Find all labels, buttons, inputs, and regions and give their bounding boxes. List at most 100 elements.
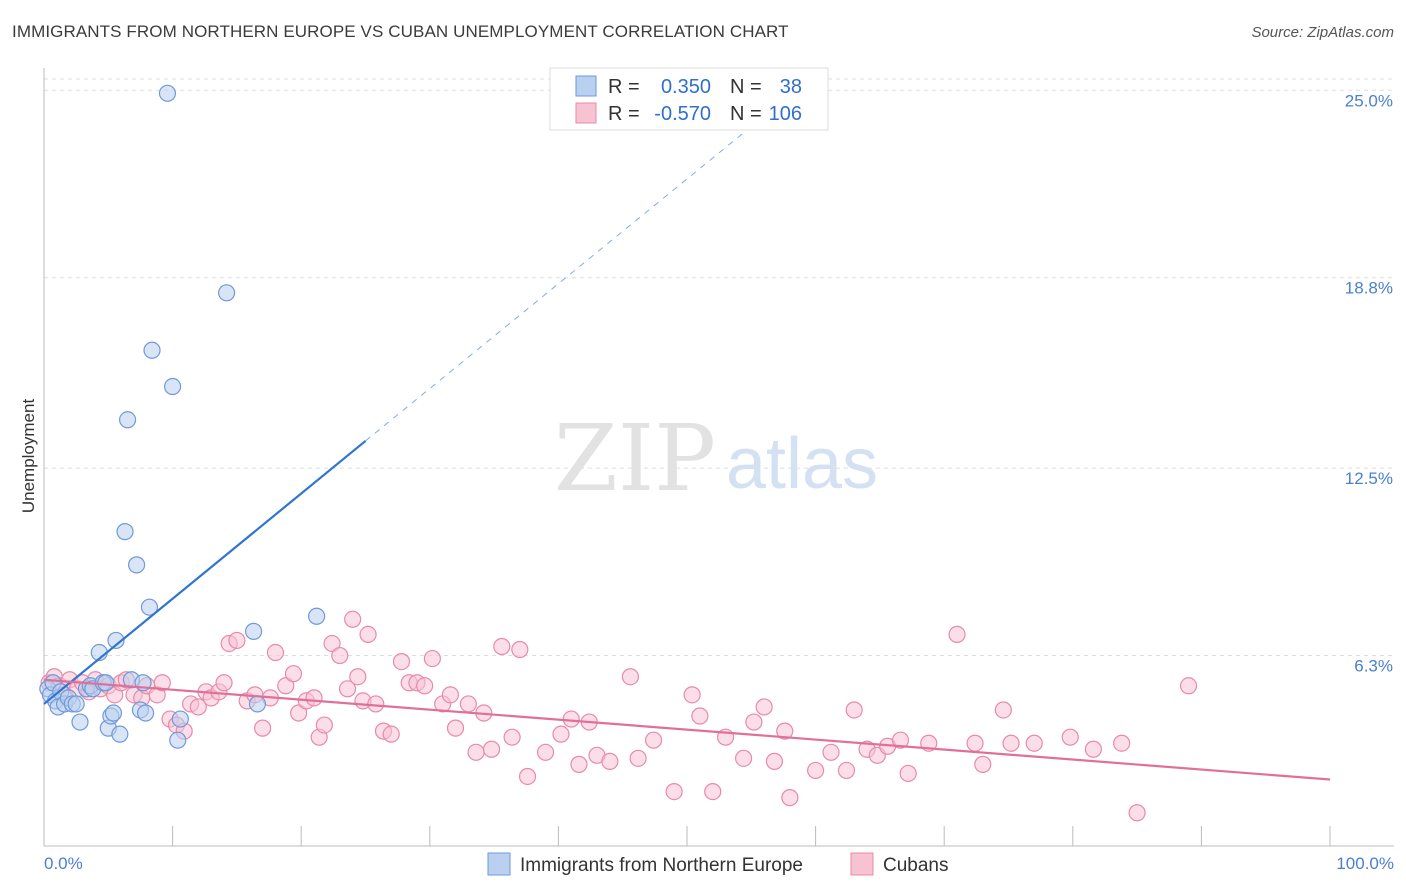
cubans-point bbox=[1113, 734, 1131, 752]
cubans-point bbox=[1128, 804, 1146, 822]
cubans-point bbox=[621, 668, 640, 686]
bottom-legend-swatch-blue bbox=[487, 852, 511, 876]
northern-europe-point bbox=[171, 710, 189, 728]
cubans-point bbox=[536, 743, 555, 761]
cubans-point bbox=[277, 677, 295, 695]
legend-swatch-pink bbox=[575, 102, 597, 124]
cubans-point bbox=[189, 698, 207, 716]
cubans-point bbox=[994, 701, 1012, 719]
northern-europe-trendline bbox=[43, 440, 367, 705]
legend-r-value-2: -0.570 bbox=[654, 103, 711, 125]
cubans-point bbox=[382, 725, 400, 743]
x-tick-label-min: 0.0% bbox=[44, 854, 83, 873]
cubans-point bbox=[845, 701, 863, 719]
cubans-point bbox=[284, 665, 303, 683]
cubans-point bbox=[966, 734, 984, 752]
cubans-point bbox=[570, 755, 588, 773]
cubans-point bbox=[367, 695, 385, 713]
cubans-point bbox=[503, 728, 521, 746]
watermark-atlas: atlas bbox=[726, 424, 878, 504]
cubans-point bbox=[806, 761, 825, 780]
bottom-legend-label-blue: Immigrants from Northern Europe bbox=[520, 855, 803, 876]
x-ticks bbox=[43, 826, 1331, 846]
cubans-point bbox=[704, 782, 722, 801]
cubans-point bbox=[349, 668, 367, 686]
y-tick-labels: 6.3% 12.5% 18.8% 25.0% bbox=[1345, 91, 1393, 675]
northern-europe-point bbox=[140, 598, 159, 616]
northern-europe-points bbox=[39, 84, 326, 749]
northern-europe-point bbox=[158, 84, 177, 102]
cubans-point bbox=[734, 749, 753, 767]
cubans-point bbox=[518, 767, 537, 786]
correlation-legend: R = 0.350 N = 38 R = -0.570 N = 106 bbox=[549, 67, 829, 131]
northern-europe-point bbox=[308, 607, 326, 625]
cubans-point bbox=[254, 719, 272, 737]
northern-europe-point bbox=[136, 704, 155, 722]
legend-n-label-2: N = bbox=[730, 103, 762, 125]
legend-n-label-1: N = bbox=[730, 76, 762, 98]
cubans-point bbox=[331, 646, 349, 665]
cubans-point bbox=[691, 707, 709, 725]
cubans-point bbox=[459, 695, 477, 713]
cubans-point bbox=[511, 640, 529, 659]
cubans-point bbox=[629, 749, 647, 767]
y-tick-label: 6.3% bbox=[1354, 657, 1393, 676]
cubans-point bbox=[482, 740, 501, 758]
cubans-point bbox=[315, 716, 333, 734]
watermark-zip: ZIP bbox=[554, 405, 716, 512]
cubans-point bbox=[228, 631, 246, 650]
northern-europe-point bbox=[248, 695, 267, 713]
cubans-point bbox=[1002, 734, 1020, 752]
cubans-point bbox=[683, 686, 701, 704]
cubans-point bbox=[552, 725, 570, 743]
northern-europe-point bbox=[104, 704, 123, 722]
northern-europe-point bbox=[107, 631, 125, 650]
trendlines bbox=[43, 126, 1331, 781]
cubans-point bbox=[1025, 734, 1043, 752]
cubans-point bbox=[467, 743, 485, 761]
cubans-point bbox=[493, 637, 511, 656]
cubans-trendline bbox=[43, 678, 1331, 781]
legend-n-value-1: 38 bbox=[780, 76, 802, 98]
source-label: Source: ZipAtlas.com bbox=[1251, 24, 1394, 41]
northern-europe-point bbox=[143, 341, 161, 359]
northern-europe-point bbox=[116, 523, 134, 541]
cubans-point bbox=[359, 625, 377, 643]
cubans-points bbox=[40, 610, 1198, 822]
cubans-point bbox=[776, 722, 794, 740]
cubans-point bbox=[305, 689, 323, 707]
x-tick-label-max: 100.0% bbox=[1336, 854, 1394, 873]
cubans-point bbox=[601, 752, 619, 770]
cubans-point bbox=[215, 674, 233, 692]
cubans-point bbox=[153, 674, 171, 692]
northern-europe-trendline-extension bbox=[365, 126, 752, 442]
cubans-point bbox=[392, 653, 411, 671]
legend-swatch-blue bbox=[575, 75, 597, 97]
y-tick-label: 12.5% bbox=[1345, 469, 1393, 488]
cubans-point bbox=[290, 704, 308, 722]
cubans-point bbox=[446, 719, 465, 737]
watermark: ZIP atlas bbox=[554, 405, 878, 512]
cubans-point bbox=[562, 710, 580, 728]
cubans-point bbox=[822, 743, 840, 761]
northern-europe-point bbox=[218, 284, 236, 302]
cubans-point bbox=[891, 731, 910, 749]
legend-r-value-1: 0.350 bbox=[661, 76, 711, 98]
northern-europe-point bbox=[127, 556, 146, 574]
grid-lines bbox=[44, 78, 1394, 657]
northern-europe-point bbox=[71, 713, 89, 731]
cubans-point bbox=[644, 731, 663, 749]
legend-r-label-1: R = bbox=[608, 76, 640, 98]
northern-europe-point bbox=[111, 725, 129, 743]
northern-europe-point bbox=[169, 731, 187, 749]
northern-europe-point bbox=[164, 377, 182, 396]
cubans-point bbox=[665, 782, 683, 801]
y-tick-label: 25.0% bbox=[1345, 91, 1393, 110]
y-tick-label: 18.8% bbox=[1345, 279, 1393, 298]
northern-europe-point bbox=[118, 411, 137, 429]
axes bbox=[43, 68, 1394, 847]
cubans-point bbox=[266, 643, 285, 662]
cubans-point bbox=[837, 761, 856, 780]
bottom-legend-swatch-pink bbox=[850, 852, 874, 876]
